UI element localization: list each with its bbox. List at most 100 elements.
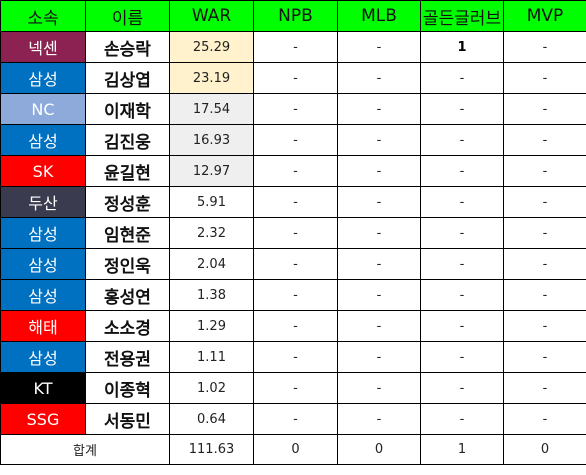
npb-cell: -: [253, 155, 338, 187]
npb-cell: -: [253, 217, 338, 249]
npb-cell: -: [253, 403, 338, 435]
golden-glove-cell: -: [420, 279, 504, 311]
header-mlb: MLB: [337, 0, 421, 32]
total-mvp: 0: [503, 434, 586, 465]
player-name-cell: 임현준: [85, 217, 170, 249]
war-cell: 2.32: [169, 217, 254, 249]
npb-cell: -: [253, 372, 338, 404]
war-cell: 23.19: [169, 62, 254, 94]
mvp-cell: -: [503, 31, 586, 63]
mvp-cell: -: [503, 186, 586, 218]
team-cell: SSG: [0, 403, 86, 435]
golden-glove-cell: -: [420, 62, 504, 94]
golden-glove-cell: -: [420, 403, 504, 435]
mlb-cell: -: [337, 372, 421, 404]
player-name-cell: 소소경: [85, 310, 170, 342]
golden-glove-cell: -: [420, 372, 504, 404]
total-mlb: 0: [337, 434, 421, 465]
header-team: 소속: [0, 0, 86, 32]
header-golden-glove: 골든글러브: [420, 0, 504, 32]
war-cell: 12.97: [169, 155, 254, 187]
player-name-cell: 손승락: [85, 31, 170, 63]
total-npb: 0: [253, 434, 338, 465]
player-name-cell: 홍성연: [85, 279, 170, 311]
npb-cell: -: [253, 31, 338, 63]
mlb-cell: -: [337, 62, 421, 94]
mvp-cell: -: [503, 403, 586, 435]
mlb-cell: -: [337, 310, 421, 342]
team-cell: 삼성: [0, 62, 86, 94]
table-row: 삼성 정인욱 2.04- - - -: [0, 248, 586, 280]
total-war: 111.63: [169, 434, 254, 465]
table-row: SK 윤길현 12.97- - - -: [0, 155, 586, 187]
team-cell: 두산: [0, 186, 86, 218]
table-row: NC 이재학 17.54- - - -: [0, 93, 586, 125]
mvp-cell: -: [503, 62, 586, 94]
npb-cell: -: [253, 341, 338, 373]
golden-glove-cell: -: [420, 217, 504, 249]
mlb-cell: -: [337, 155, 421, 187]
golden-glove-cell: -: [420, 248, 504, 280]
war-cell: 25.29: [169, 31, 254, 63]
mlb-cell: -: [337, 93, 421, 125]
player-name-cell: 이종혁: [85, 372, 170, 404]
mvp-cell: -: [503, 310, 586, 342]
golden-glove-cell: 1: [420, 31, 504, 63]
player-name-cell: 정성훈: [85, 186, 170, 218]
team-cell: KT: [0, 372, 86, 404]
header-row: 소속 이름 WAR NPB MLB 골든글러브 MVP: [0, 0, 586, 32]
war-cell: 0.64: [169, 403, 254, 435]
war-cell: 1.02: [169, 372, 254, 404]
stats-table: 소속 이름 WAR NPB MLB 골든글러브 MVP 넥센 손승락 25.29- -…: [0, 0, 586, 465]
npb-cell: -: [253, 310, 338, 342]
team-cell: NC: [0, 93, 86, 125]
mvp-cell: -: [503, 372, 586, 404]
player-name-cell: 서동민: [85, 403, 170, 435]
team-cell: 해태: [0, 310, 86, 342]
war-cell: 2.04: [169, 248, 254, 280]
table-row: KT 이종혁 1.02- - - -: [0, 372, 586, 404]
player-name-cell: 김상엽: [85, 62, 170, 94]
player-name-cell: 정인욱: [85, 248, 170, 280]
mlb-cell: -: [337, 341, 421, 373]
mvp-cell: -: [503, 155, 586, 187]
mlb-cell: -: [337, 186, 421, 218]
mlb-cell: -: [337, 31, 421, 63]
header-war: WAR: [169, 0, 254, 32]
war-cell: 17.54: [169, 93, 254, 125]
war-cell: 1.11: [169, 341, 254, 373]
npb-cell: -: [253, 124, 338, 156]
war-cell: 5.91: [169, 186, 254, 218]
total-row: 합계 111.63 0 0 1 0: [0, 434, 586, 465]
player-name-cell: 이재학: [85, 93, 170, 125]
table-row: 삼성 홍성연 1.38- - - -: [0, 279, 586, 311]
team-cell: 삼성: [0, 341, 86, 373]
golden-glove-cell: -: [420, 124, 504, 156]
header-npb: NPB: [253, 0, 338, 32]
npb-cell: -: [253, 279, 338, 311]
war-cell: 16.93: [169, 124, 254, 156]
mvp-cell: -: [503, 341, 586, 373]
mlb-cell: -: [337, 217, 421, 249]
total-golden-glove: 1: [420, 434, 504, 465]
team-cell: 삼성: [0, 279, 86, 311]
mvp-cell: -: [503, 217, 586, 249]
mlb-cell: -: [337, 124, 421, 156]
table-row: SSG 서동민 0.64- - - -: [0, 403, 586, 435]
table-row: 삼성 임현준 2.32- - - -: [0, 217, 586, 249]
player-name-cell: 전용권: [85, 341, 170, 373]
golden-glove-cell: -: [420, 93, 504, 125]
npb-cell: -: [253, 186, 338, 218]
table-row: 두산 정성훈 5.91- - - -: [0, 186, 586, 218]
team-cell: SK: [0, 155, 86, 187]
mvp-cell: -: [503, 93, 586, 125]
npb-cell: -: [253, 93, 338, 125]
mlb-cell: -: [337, 248, 421, 280]
table-row: 삼성 김상엽 23.19- - - -: [0, 62, 586, 94]
war-cell: 1.38: [169, 279, 254, 311]
header-name: 이름: [85, 0, 170, 32]
npb-cell: -: [253, 248, 338, 280]
player-name-cell: 윤길현: [85, 155, 170, 187]
golden-glove-cell: -: [420, 186, 504, 218]
mvp-cell: -: [503, 279, 586, 311]
